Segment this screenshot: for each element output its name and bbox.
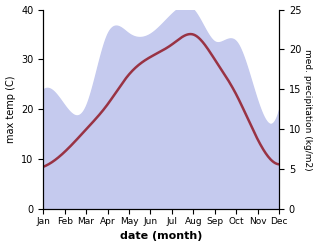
Y-axis label: max temp (C): max temp (C) xyxy=(5,76,16,143)
Y-axis label: med. precipitation (kg/m2): med. precipitation (kg/m2) xyxy=(303,49,313,170)
X-axis label: date (month): date (month) xyxy=(120,231,202,242)
